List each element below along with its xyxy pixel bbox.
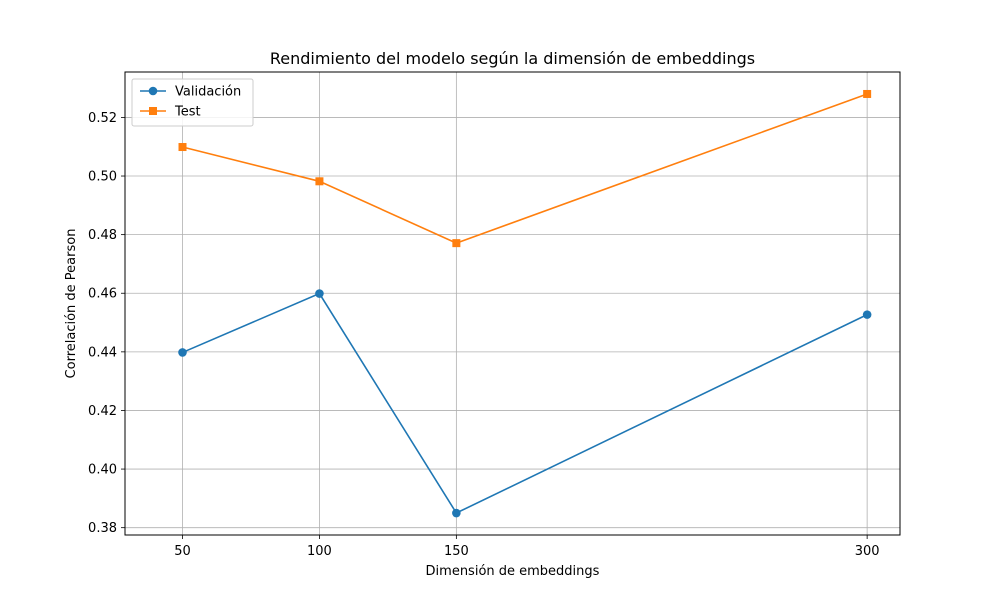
- legend-marker: [148, 86, 158, 96]
- y-tick-label: 0.46: [88, 287, 117, 302]
- x-tick-label: 100: [307, 544, 332, 559]
- data-point: [863, 89, 872, 98]
- legend-label: Test: [174, 105, 201, 120]
- data-point: [452, 508, 461, 518]
- series-layer: [178, 89, 872, 518]
- x-axis-title: Dimensión de embeddings: [426, 564, 600, 579]
- data-point: [178, 143, 187, 152]
- y-tick-label: 0.52: [88, 111, 117, 126]
- y-tick-label: 0.38: [88, 521, 117, 536]
- data-point: [178, 348, 187, 357]
- plot-frame: [124, 71, 901, 536]
- y-tick-label: 0.50: [88, 170, 117, 185]
- legend-marker: [149, 107, 157, 115]
- data-point: [315, 289, 324, 298]
- y-axis-title: Correlación de Pearson: [64, 229, 79, 379]
- y-tick-label: 0.44: [88, 345, 117, 360]
- grid: [125, 72, 900, 535]
- y-tick-label: 0.42: [88, 404, 117, 419]
- chart-title: Rendimiento del modelo según la dimensió…: [270, 49, 755, 68]
- series-line: [182, 93, 868, 244]
- data-point: [452, 239, 461, 248]
- x-tick-label: 150: [444, 544, 469, 559]
- y-tick-label: 0.48: [88, 228, 117, 243]
- legend-label: Validación: [175, 85, 241, 100]
- legend: Validación Test: [131, 78, 254, 127]
- x-tick-label: 300: [855, 544, 880, 559]
- ticks: 50 100 150 300 0.38 0.40 0.42 0.44 0.46 0.48 0.50 0…: [88, 111, 880, 559]
- y-tick-label: 0.40: [88, 463, 117, 478]
- series-line: [182, 292, 868, 515]
- data-point: [315, 177, 324, 186]
- x-tick-label: 50: [174, 544, 191, 559]
- data-point: [862, 310, 872, 319]
